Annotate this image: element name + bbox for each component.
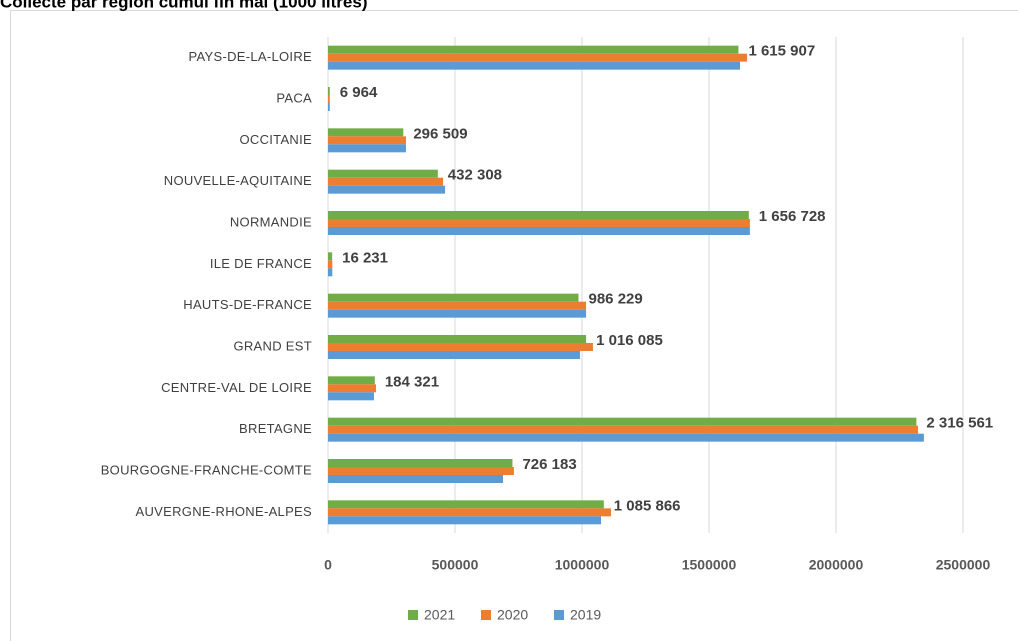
bar bbox=[328, 169, 438, 178]
bar bbox=[328, 144, 406, 153]
x-tick-label: 500000 bbox=[432, 557, 479, 573]
data-label: 1 085 866 bbox=[614, 497, 681, 514]
bar bbox=[328, 376, 375, 385]
bar bbox=[328, 61, 740, 70]
legend-label: 2021 bbox=[424, 607, 455, 623]
bar bbox=[328, 128, 404, 137]
data-label: 2 316 561 bbox=[926, 415, 993, 432]
chart-border bbox=[10, 10, 1018, 641]
bar bbox=[328, 500, 604, 509]
bar bbox=[328, 343, 593, 351]
bar bbox=[328, 87, 330, 95]
y-tick-label: OCCITANIE bbox=[239, 132, 312, 147]
bar bbox=[328, 219, 750, 227]
data-label: 1 016 085 bbox=[596, 332, 663, 349]
legend-label: 2020 bbox=[497, 607, 528, 623]
y-tick-label: GRAND EST bbox=[233, 338, 312, 353]
bar bbox=[328, 351, 580, 359]
bar bbox=[328, 185, 446, 194]
x-tick-label: 0 bbox=[324, 557, 332, 573]
bar bbox=[328, 95, 330, 103]
x-tick-label: 1000000 bbox=[555, 557, 610, 573]
y-tick-label: BRETAGNE bbox=[239, 421, 312, 436]
bar bbox=[328, 293, 579, 302]
data-label: 6 964 bbox=[340, 84, 378, 101]
data-label: 16 231 bbox=[342, 249, 388, 266]
bar bbox=[328, 227, 750, 235]
bar bbox=[328, 392, 374, 401]
bar bbox=[328, 45, 739, 54]
bar bbox=[328, 384, 377, 393]
bar bbox=[328, 508, 611, 517]
data-label: 432 308 bbox=[448, 167, 502, 184]
y-tick-label: CENTRE-VAL DE LOIRE bbox=[161, 380, 312, 395]
data-label: 296 509 bbox=[413, 125, 467, 142]
bar bbox=[328, 516, 602, 525]
bar bbox=[328, 425, 919, 434]
bar bbox=[328, 459, 513, 467]
bar bbox=[328, 433, 924, 442]
y-tick-label: PACA bbox=[276, 90, 312, 105]
y-tick-label: PAYS-DE-LA-LOIRE bbox=[188, 49, 312, 64]
chart-title: Collecte par région cumul fin mai (1000 … bbox=[0, 0, 368, 11]
legend-label: 2019 bbox=[570, 607, 601, 623]
bar bbox=[328, 177, 444, 186]
bar bbox=[328, 103, 330, 111]
data-label: 1 615 907 bbox=[748, 43, 815, 60]
bar bbox=[328, 309, 587, 318]
y-tick-label: AUVERGNE-RHONE-ALPES bbox=[136, 504, 313, 519]
bar bbox=[328, 260, 333, 269]
bar bbox=[328, 475, 504, 483]
bar bbox=[328, 301, 587, 310]
y-tick-label: NORMANDIE bbox=[230, 214, 312, 229]
bar bbox=[328, 136, 406, 145]
x-tick-label: 2000000 bbox=[809, 557, 864, 573]
bar bbox=[328, 252, 333, 261]
bar bbox=[328, 211, 749, 219]
data-label: 986 229 bbox=[589, 291, 643, 308]
data-label: 184 321 bbox=[385, 373, 439, 390]
legend-swatch bbox=[481, 610, 491, 620]
data-label: 1 656 728 bbox=[759, 208, 826, 225]
bar bbox=[328, 335, 587, 343]
bar bbox=[328, 53, 748, 62]
x-tick-label: 2500000 bbox=[936, 557, 991, 573]
legend-swatch bbox=[408, 610, 418, 620]
bar bbox=[328, 467, 514, 475]
bar bbox=[328, 417, 917, 426]
bar bbox=[328, 268, 333, 277]
data-label: 726 183 bbox=[522, 456, 576, 473]
y-tick-label: NOUVELLE-AQUITAINE bbox=[164, 173, 312, 188]
y-tick-label: ILE DE FRANCE bbox=[210, 256, 312, 271]
y-tick-label: HAUTS-DE-FRANCE bbox=[183, 297, 312, 312]
legend-swatch bbox=[554, 610, 564, 620]
y-tick-label: BOURGOGNE-FRANCHE-COMTE bbox=[101, 462, 312, 477]
x-tick-label: 1500000 bbox=[682, 557, 737, 573]
